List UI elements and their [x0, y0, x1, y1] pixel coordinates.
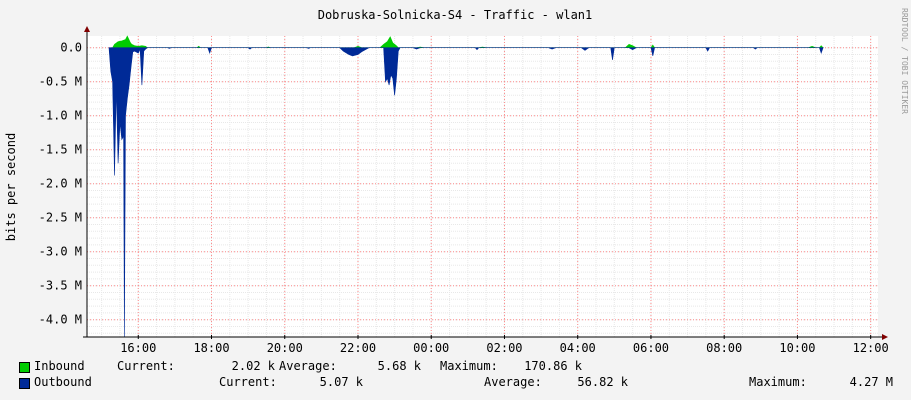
x-tick-label: 10:00 — [779, 341, 815, 355]
x-tick-label: 00:00 — [413, 341, 449, 355]
x-tick-label: 20:00 — [267, 341, 303, 355]
x-tick-label: 18:00 — [193, 341, 229, 355]
tick-labels: 16:00 18:00 20:00 22:00 00:00 02:00 04:00 06:00… — [39, 41, 889, 355]
y-tick-label: -4.0 M — [39, 313, 82, 327]
outbound-current-label: Current: — [219, 375, 277, 389]
chart-title: Dobruska-Solnicka-S4 - Traffic - wlan1 — [318, 8, 593, 22]
y-tick-label: -2.5 M — [39, 211, 82, 225]
outbound-average-label: Average: — [484, 375, 542, 389]
y-tick-label: -1.5 M — [39, 143, 82, 157]
major-grid — [87, 36, 878, 337]
outbound-maximum-label: Maximum: — [749, 375, 807, 389]
outbound-average-value: 56.82 k — [577, 375, 628, 389]
y-tick-label: -1.0 M — [39, 109, 82, 123]
y-axis-arrow — [84, 26, 90, 32]
inbound-swatch — [19, 362, 30, 373]
y-tick-label: 0.0 — [60, 41, 82, 55]
inbound-maximum-value: 170.86 k — [524, 359, 582, 373]
axes — [83, 26, 888, 340]
y-tick-label: -3.0 M — [39, 245, 82, 259]
x-tick-label: 12:00 — [853, 341, 889, 355]
x-tick-label: 08:00 — [706, 341, 742, 355]
outbound-label: Outbound — [34, 375, 92, 389]
y-tick-label: -2.0 M — [39, 177, 82, 191]
watermark: RRDTOOL / TOBI OETIKER — [900, 8, 909, 114]
outbound-swatch — [19, 378, 30, 389]
inbound-current-label: Current: — [117, 359, 175, 373]
minor-grid — [87, 36, 878, 337]
inbound-average-value: 5.68 k — [377, 359, 421, 373]
outbound-maximum-value: 4.27 M — [849, 375, 893, 389]
x-tick-label: 22:00 — [340, 341, 376, 355]
inbound-label: Inbound — [34, 359, 85, 373]
x-tick-label: 04:00 — [560, 341, 596, 355]
x-tick-label: 16:00 — [120, 341, 156, 355]
series-area-inbound — [112, 35, 824, 48]
y-tick-label: -0.5 M — [39, 75, 82, 89]
x-axis-arrow — [882, 334, 888, 340]
plot-area — [87, 36, 878, 337]
outbound-current-value: 5.07 k — [319, 375, 363, 389]
x-tick-label: 02:00 — [486, 341, 522, 355]
y-tick-label: -3.5 M — [39, 279, 82, 293]
traffic-graph: Dobruska-Solnicka-S4 - Traffic - wlan1 b… — [4, 8, 909, 355]
inbound-current-value: 2.02 k — [231, 359, 275, 373]
inbound-maximum-label: Maximum: — [440, 359, 498, 373]
series-layer — [108, 35, 824, 338]
series-area-outbound — [108, 47, 824, 338]
y-axis-label: bits per second — [4, 133, 18, 241]
inbound-average-label: Average: — [279, 359, 337, 373]
x-tick-label: 06:00 — [633, 341, 669, 355]
legend: Inbound Current: 2.02 k Average: 5.68 k … — [0, 358, 911, 400]
